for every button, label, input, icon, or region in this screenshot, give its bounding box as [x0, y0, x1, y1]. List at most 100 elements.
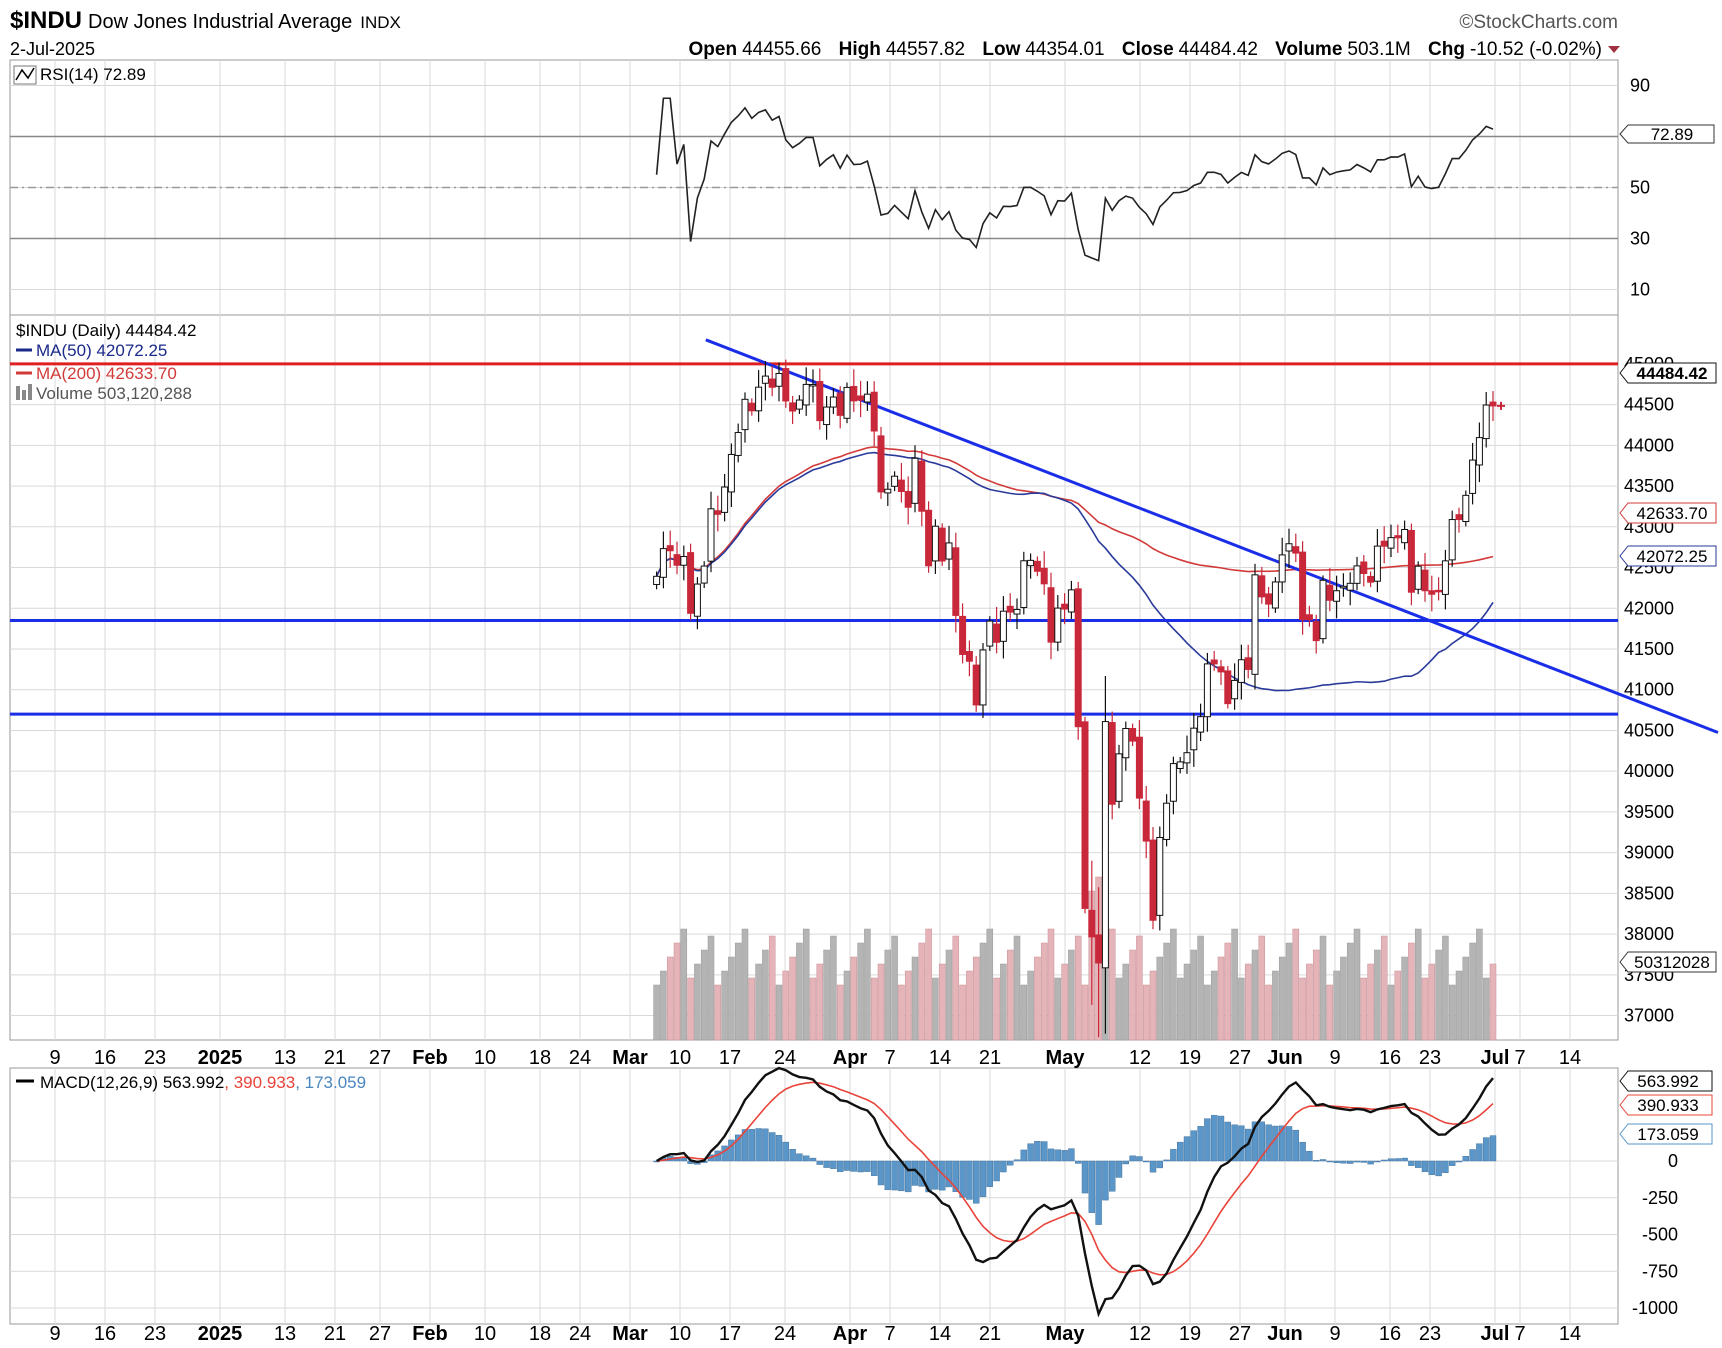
x-tick-label: 9 — [49, 1047, 60, 1069]
candle-body — [1081, 721, 1089, 909]
x-tick-label: 17 — [719, 1047, 741, 1069]
x-tick-label: 23 — [1419, 1047, 1441, 1069]
volume-bar — [1217, 956, 1225, 1041]
price-tick-label: 44500 — [1624, 395, 1674, 415]
ma50-legend-label: MA(50) 42072.25 — [36, 341, 167, 360]
macd-x-tick-label: 2025 — [198, 1323, 243, 1345]
volume-bar — [979, 942, 987, 1041]
macd-histogram-bar — [1340, 1160, 1347, 1164]
price-tick-label: 38500 — [1624, 883, 1674, 903]
candle-body — [1169, 763, 1177, 802]
volume-bar — [734, 942, 742, 1041]
candle-body — [1299, 551, 1307, 621]
candle-body — [1224, 670, 1232, 705]
candle-body — [1339, 585, 1347, 589]
candle-body — [1122, 727, 1130, 759]
macd-histogram-bar — [1306, 1150, 1313, 1162]
x-tick-label: 24 — [774, 1047, 796, 1069]
signal-tag: 390.933 — [1619, 1094, 1713, 1116]
macd-histogram-bar — [932, 1160, 939, 1190]
macd-histogram-bar — [1081, 1160, 1089, 1194]
x-tick-label: 18 — [529, 1047, 551, 1069]
macd-histogram-bar — [735, 1134, 742, 1162]
signal-label: , 390.933 — [224, 1073, 295, 1092]
macd-histogram-bar — [864, 1160, 871, 1172]
candle-body — [1101, 721, 1109, 969]
candle-body — [1482, 404, 1490, 440]
volume-bar — [945, 949, 953, 1041]
macd-histogram-bar — [1489, 1135, 1497, 1162]
candle-body — [1428, 590, 1436, 595]
macd-histogram-bar — [1374, 1160, 1381, 1163]
ma200-tag: 42633.70 — [1619, 502, 1717, 524]
x-tick-label: 23 — [144, 1047, 166, 1069]
macd-histogram-bar — [762, 1128, 769, 1162]
x-tick-label: May — [1046, 1047, 1086, 1069]
candle-body — [836, 392, 844, 416]
candle-body — [1244, 657, 1252, 670]
volume-bar — [1040, 942, 1048, 1041]
macd-histogram-bar — [837, 1160, 844, 1172]
candle-body — [959, 615, 967, 655]
macd-histogram-bar — [1333, 1160, 1340, 1163]
watermark: ©StockCharts.com — [1459, 12, 1618, 33]
macd-histogram-bar — [1217, 1115, 1225, 1162]
macd-histogram-bar — [1176, 1141, 1184, 1162]
candle-body — [1387, 537, 1395, 549]
macd-histogram-bar — [973, 1160, 980, 1204]
macd-histogram-bar — [1149, 1160, 1157, 1173]
candle-body — [863, 393, 871, 403]
volume-bar — [762, 949, 769, 1041]
candle-body — [1013, 608, 1021, 615]
macd-x-tick-label: 19 — [1179, 1323, 1201, 1345]
candle-body — [1142, 800, 1150, 842]
axis-layer: 3700037500380003850039000395004000040500… — [49, 76, 1678, 1346]
volume-bar — [796, 942, 803, 1041]
macd-histogram-bar — [1380, 1159, 1388, 1162]
x-tick-label: Jun — [1267, 1047, 1303, 1069]
macd-histogram-bar — [1319, 1159, 1327, 1162]
volume-tag: 50312028 — [1619, 951, 1717, 973]
volume-bar — [1149, 970, 1157, 1041]
volume-bar — [1340, 956, 1347, 1041]
candle-body — [707, 508, 715, 562]
volume-bar — [1000, 963, 1007, 1041]
macd-histogram-bar — [1285, 1126, 1293, 1162]
volume-bar — [1006, 949, 1014, 1041]
rsi-legend: RSI(14) 72.89 — [13, 65, 146, 85]
price-tick-label: 39500 — [1624, 802, 1674, 822]
volume-bar — [1367, 963, 1374, 1041]
volume-bar — [1408, 942, 1415, 1041]
x-tick-label: 7 — [884, 1047, 895, 1069]
volume-bar — [1061, 963, 1068, 1041]
macd-histogram-bar — [1387, 1158, 1395, 1162]
candle-body — [755, 386, 763, 412]
macd-histogram-bar — [748, 1129, 755, 1162]
volume-bar — [666, 956, 674, 1041]
macd-x-tick-label: 21 — [979, 1323, 1001, 1345]
svg-text:390.933: 390.933 — [1637, 1096, 1698, 1115]
macd-histogram-bar — [1088, 1160, 1096, 1213]
candle-body — [1407, 529, 1415, 593]
candle-body — [1271, 581, 1279, 609]
macd-histogram-bar — [1183, 1136, 1191, 1162]
volume-bar — [714, 984, 722, 1041]
candle-body — [870, 391, 878, 432]
candle-body — [673, 554, 681, 566]
candle-body — [1156, 836, 1164, 916]
volume-bar — [1210, 970, 1218, 1041]
volume-bar — [1129, 949, 1136, 1041]
candle-body — [1414, 565, 1422, 590]
candle-body — [1278, 554, 1286, 583]
candle-body — [1285, 543, 1293, 552]
volume-bar — [1272, 970, 1279, 1041]
rsi-tick-label: 30 — [1630, 229, 1650, 249]
macd-histogram-bar — [1027, 1143, 1034, 1162]
x-tick-label: 2025 — [198, 1047, 243, 1069]
volume-bar — [1319, 935, 1327, 1041]
candle-body — [1373, 545, 1381, 582]
volume-bar — [1306, 963, 1313, 1041]
macd-histogram-bar — [1040, 1141, 1048, 1162]
macd-x-tick-label: 23 — [144, 1323, 166, 1345]
